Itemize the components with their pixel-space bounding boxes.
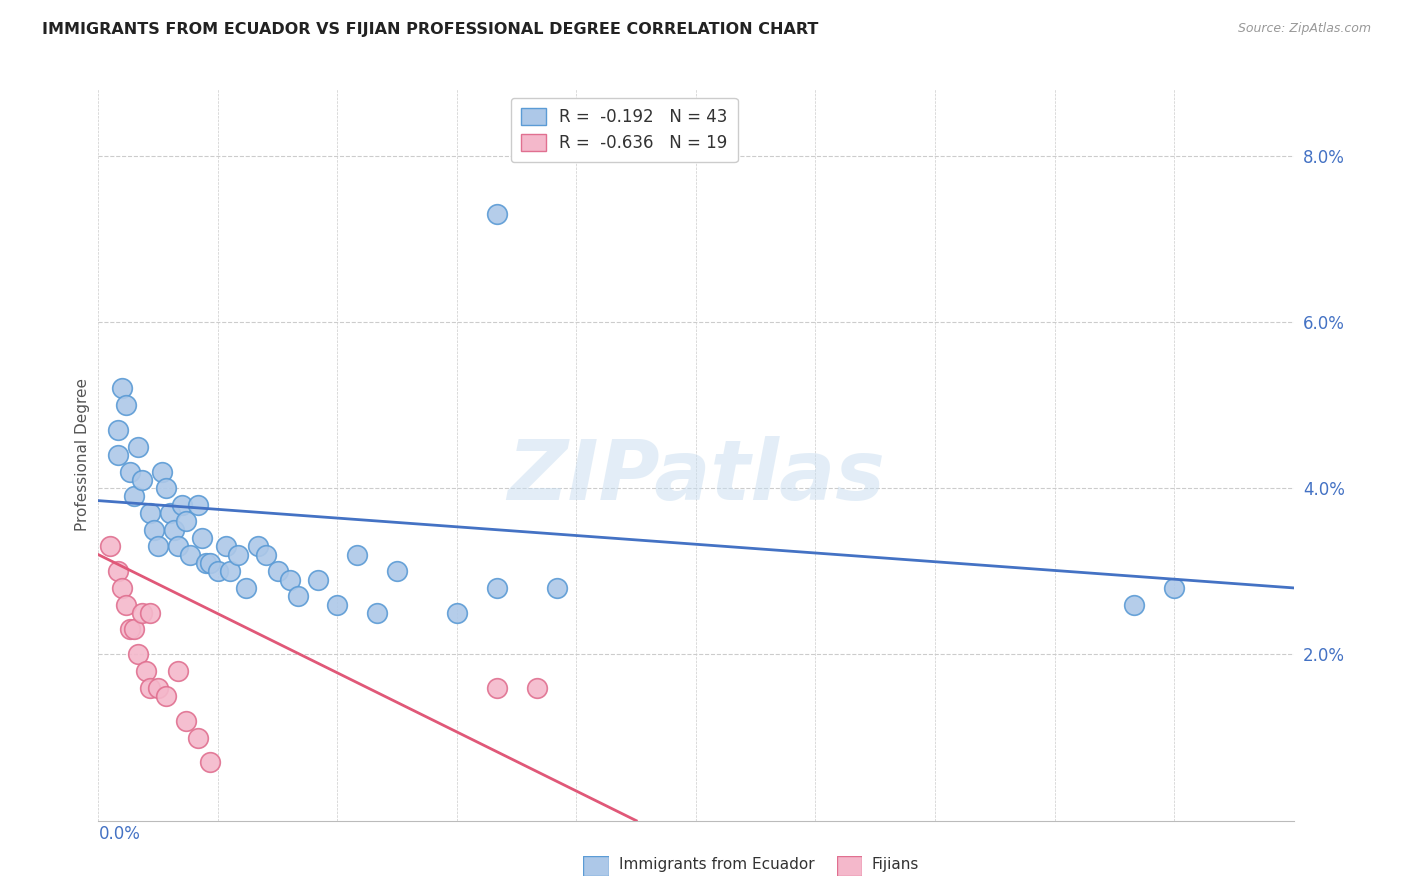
Point xyxy=(187,731,209,745)
Point xyxy=(148,681,170,695)
Point xyxy=(287,589,309,603)
Text: IMMIGRANTS FROM ECUADOR VS FIJIAN PROFESSIONAL DEGREE CORRELATION CHART: IMMIGRANTS FROM ECUADOR VS FIJIAN PROFES… xyxy=(42,22,818,37)
Point xyxy=(254,548,277,562)
Text: Source: ZipAtlas.com: Source: ZipAtlas.com xyxy=(1237,22,1371,36)
Point xyxy=(120,465,142,479)
Point xyxy=(120,623,142,637)
Point xyxy=(148,539,170,553)
Point xyxy=(278,573,301,587)
Point xyxy=(366,606,388,620)
Point xyxy=(139,681,162,695)
Point xyxy=(131,473,153,487)
Point xyxy=(198,756,221,770)
Point xyxy=(127,648,149,662)
Point xyxy=(107,448,129,462)
Point xyxy=(155,481,177,495)
Point xyxy=(159,506,181,520)
Point xyxy=(198,556,221,570)
Point xyxy=(385,564,409,578)
Point xyxy=(174,714,197,728)
Text: 0.0%: 0.0% xyxy=(98,825,141,843)
Point xyxy=(187,498,209,512)
Point xyxy=(307,573,329,587)
Point xyxy=(526,681,548,695)
Point xyxy=(124,490,146,504)
Point xyxy=(219,564,242,578)
Point xyxy=(167,664,190,678)
Point xyxy=(235,581,257,595)
Point xyxy=(155,689,177,703)
Point xyxy=(115,398,138,412)
Text: ZIPatlas: ZIPatlas xyxy=(508,436,884,517)
Point xyxy=(131,606,153,620)
Point xyxy=(174,515,197,529)
Y-axis label: Professional Degree: Professional Degree xyxy=(75,378,90,532)
Text: Immigrants from Ecuador: Immigrants from Ecuador xyxy=(619,857,814,872)
Point xyxy=(267,564,290,578)
Point xyxy=(246,539,269,553)
Point xyxy=(127,440,149,454)
Point xyxy=(124,623,146,637)
Point xyxy=(115,598,138,612)
Point xyxy=(111,381,134,395)
Point xyxy=(326,598,349,612)
Point xyxy=(207,564,229,578)
Point xyxy=(100,539,122,553)
Point xyxy=(446,606,468,620)
Point xyxy=(195,556,218,570)
Point xyxy=(139,606,162,620)
Point xyxy=(191,531,214,545)
Point xyxy=(150,465,173,479)
Point xyxy=(167,539,190,553)
Point xyxy=(111,581,134,595)
Point xyxy=(485,581,508,595)
Point xyxy=(226,548,249,562)
Point xyxy=(1163,581,1185,595)
Point xyxy=(107,564,129,578)
Legend: R =  -0.192   N = 43, R =  -0.636   N = 19: R = -0.192 N = 43, R = -0.636 N = 19 xyxy=(510,97,738,162)
Text: Fijians: Fijians xyxy=(872,857,920,872)
Point xyxy=(485,681,508,695)
Point xyxy=(215,539,238,553)
Point xyxy=(135,664,157,678)
Point xyxy=(172,498,194,512)
Point xyxy=(163,523,186,537)
Point xyxy=(143,523,166,537)
Point xyxy=(546,581,568,595)
Point xyxy=(107,423,129,437)
Point xyxy=(485,207,508,221)
Point xyxy=(179,548,201,562)
Point xyxy=(1123,598,1146,612)
Point xyxy=(139,506,162,520)
Point xyxy=(346,548,368,562)
